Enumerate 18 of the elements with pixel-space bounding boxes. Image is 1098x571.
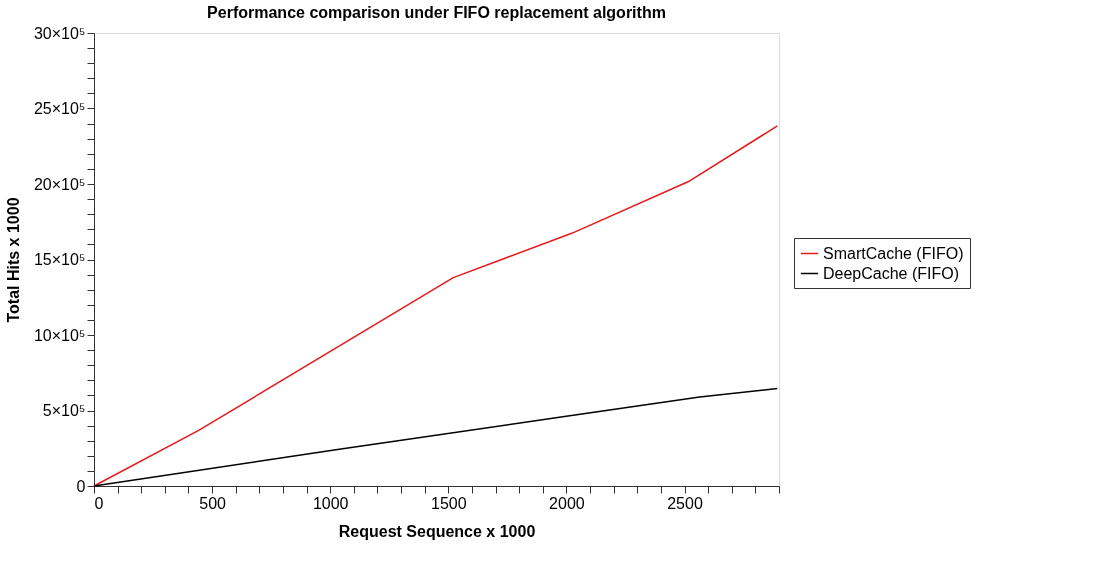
y-tick-label: 20×10⁵ — [33, 175, 86, 193]
chart-title: Performance comparison under FIFO replacement algorithm — [207, 4, 666, 21]
y-tick-label: 10×10⁵ — [33, 326, 86, 344]
y-tick-label: 25×10⁵ — [33, 100, 86, 117]
x-tick-label: 1000 — [312, 494, 349, 512]
x-tick-label: 1500 — [431, 494, 467, 512]
y-axis-title: Total Hits x 1000 — [4, 197, 22, 323]
y-tick-label: 30×10⁵ — [33, 24, 86, 42]
y-tick-label: 0 — [76, 477, 86, 495]
y-tick-label: 5×10⁵ — [42, 402, 86, 419]
legend-label: SmartCache (FIFO) — [823, 244, 964, 262]
x-tick-label: 0 — [94, 494, 104, 512]
legend-label: DeepCache (FIFO) — [823, 264, 960, 282]
y-tick-label: 15×10⁵ — [33, 251, 86, 268]
x-axis-title: Request Sequence x 1000 — [338, 522, 536, 540]
x-tick-label: 500 — [199, 494, 227, 512]
x-tick-label: 2500 — [667, 494, 703, 512]
x-tick-label: 2000 — [549, 494, 585, 512]
